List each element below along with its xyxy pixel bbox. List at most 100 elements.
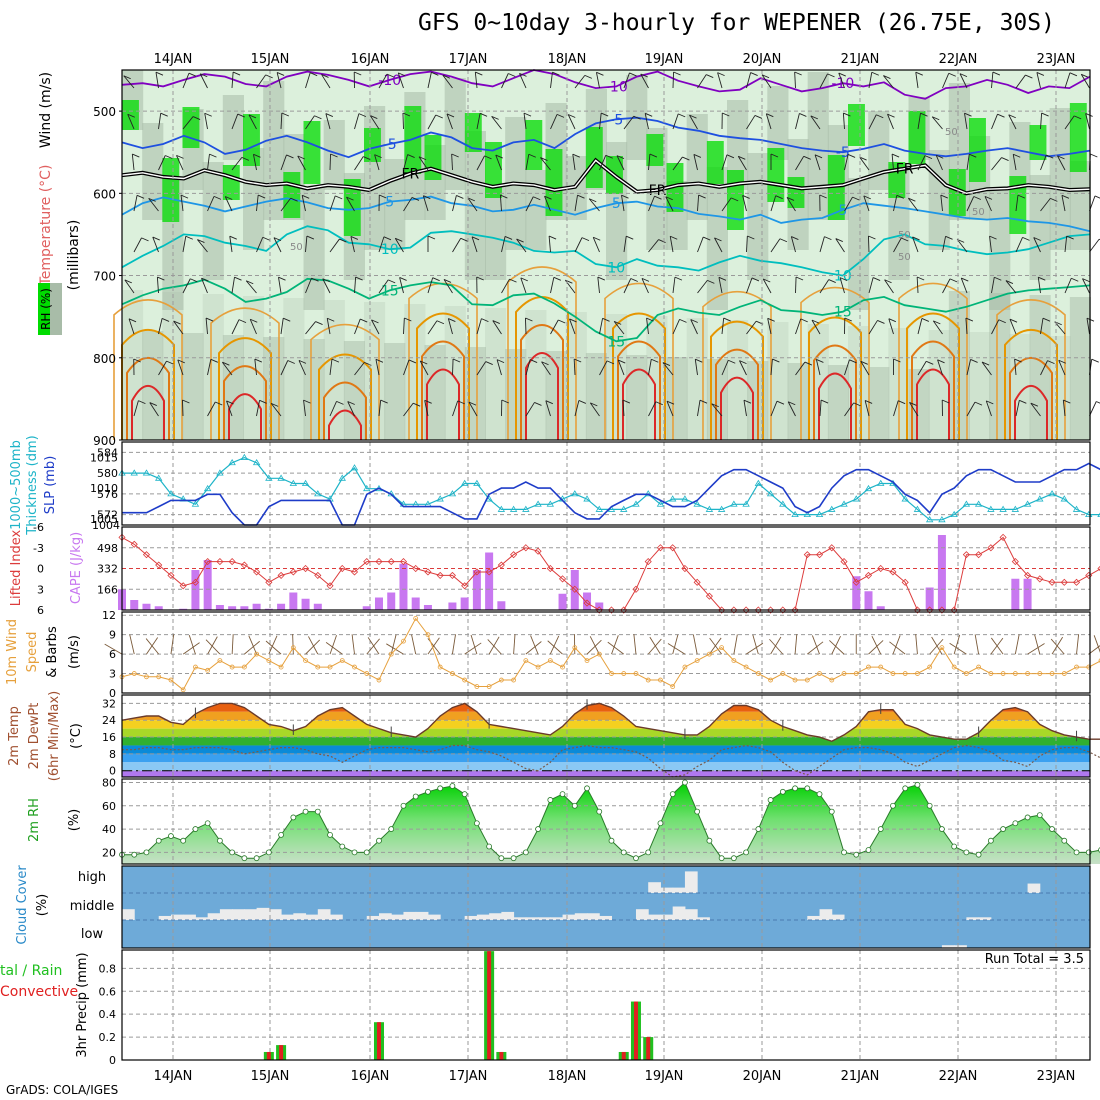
ylabel-cape: CAPE (J/kg) [69, 532, 84, 604]
wind-barb-flag [717, 72, 725, 77]
cape-bar [448, 602, 457, 610]
wind-barb [545, 400, 551, 417]
wind-barb-flag [160, 112, 168, 117]
date-label-top: 15JAN [251, 52, 290, 67]
warm-core-isotherm [328, 409, 362, 440]
wind-speed-marker [780, 671, 786, 676]
wind-barb-flag [412, 402, 421, 407]
wind-barb-flag [479, 112, 488, 117]
rh2m-marker [804, 785, 811, 792]
wind-barb-flag [835, 238, 843, 242]
wind-speed-marker [1012, 671, 1018, 676]
wind-speed-marker [229, 664, 235, 670]
precip-tick-label: 0.4 [99, 1008, 117, 1021]
wind-barb-10m [470, 634, 478, 655]
wind-barb [501, 278, 510, 294]
wind-barb-flag [350, 235, 359, 240]
wind-barb-10m [929, 638, 944, 655]
wind-barb-flag [347, 401, 355, 405]
wind-barb-flag [1041, 112, 1049, 117]
wind-barb [133, 400, 139, 417]
lifted-index-marker [901, 578, 909, 586]
wind-barb-10m [464, 642, 482, 655]
cloud-bar-middle [599, 915, 612, 920]
wind-barb-flag [355, 276, 363, 281]
wind-barb [787, 401, 796, 417]
wind-barb-flag [476, 276, 484, 281]
wind-barb [378, 400, 382, 417]
wind-barb [599, 318, 603, 335]
rh2m-marker [1012, 820, 1019, 827]
wind-barb [838, 72, 845, 89]
wind-barb-flag [964, 112, 972, 117]
cloud-bar-middle [158, 915, 172, 920]
wind-barb [496, 359, 502, 376]
wind-barb-flag [940, 194, 949, 199]
wind-barb-flag [690, 319, 698, 323]
temp-dewpoint-panel: 0 8 16 24 32 2m Temp 2m DewPt (6hr Min/Max) (°C) [7, 691, 1100, 781]
isotherm-label: 5 [838, 203, 847, 219]
warm-core-outer-isotherm [996, 299, 1066, 440]
wind-barb-flag [380, 399, 388, 404]
wind-barb-flag [699, 399, 708, 404]
wind-barb-flag [761, 74, 770, 79]
wind-speed-marker [254, 651, 260, 657]
rh-moderate-cell [243, 148, 265, 250]
wind-barb-flag [820, 399, 829, 404]
wind-barb-flag [896, 194, 905, 199]
wind-barb-flag [1046, 154, 1054, 159]
rh2m-marker [265, 849, 272, 856]
thickness-marker [509, 505, 518, 512]
cape-bar [313, 603, 322, 610]
lifted-index-marker [473, 568, 481, 576]
wind-barb-flag [371, 319, 379, 324]
wind-barb [248, 114, 257, 130]
wind-barb [133, 237, 142, 253]
wind-barb-flag [673, 71, 681, 76]
wind-barb-10m [871, 635, 882, 655]
lifted-index-marker [718, 606, 726, 614]
wind-speed-marker [927, 664, 933, 670]
wind-speed-marker [511, 677, 516, 683]
wind-barb-flag [726, 154, 735, 159]
ylabel-wind-units: (m/s) [67, 635, 82, 669]
wind-barb-flag [1014, 358, 1022, 363]
wind-barb-flag [893, 358, 901, 363]
thickness-marker [742, 500, 750, 507]
wind-barb-10m [607, 641, 625, 655]
thickness-marker [974, 500, 983, 507]
wind-barb [245, 280, 257, 294]
rh2m-marker [706, 837, 713, 844]
thickness-marker [534, 500, 542, 507]
wind-barb [761, 74, 772, 89]
thickness-marker [1060, 495, 1068, 502]
wind-barb [354, 156, 364, 171]
wind-barb-flag [197, 239, 205, 243]
wind-barb [811, 319, 821, 335]
cloud-bar-middle [122, 909, 135, 920]
rh2m-panel: 20 40 60 80 2m RH (%) [27, 776, 1100, 865]
lifted-index-marker [999, 533, 1007, 541]
rh2m-marker [400, 802, 407, 809]
thickness-marker [791, 510, 799, 518]
thickness-marker [228, 458, 236, 466]
lifted-index-marker [620, 606, 628, 614]
wind-speed-marker [437, 664, 443, 670]
precip-convective-bar [621, 1051, 626, 1060]
wind-barb [810, 115, 821, 130]
wind-barb-10m [633, 634, 637, 655]
wind-barb-flag [226, 400, 234, 405]
pressure-tick-label: 700 [93, 270, 116, 284]
date-label-bottom: 19JAN [645, 1069, 684, 1084]
wind-barb-flag [689, 114, 697, 119]
wind-barb-flag [868, 235, 876, 240]
rh2m-marker [743, 849, 750, 856]
cloud-bar-middle [183, 914, 196, 920]
wind-barb [966, 359, 972, 376]
temperature-tick-label: 0 [109, 765, 116, 778]
lifted-index-marker [595, 606, 603, 614]
wind-speed-marker [278, 664, 284, 670]
rh2m-marker [926, 802, 933, 809]
thickness-marker [693, 500, 701, 507]
wind-barb [231, 72, 234, 89]
